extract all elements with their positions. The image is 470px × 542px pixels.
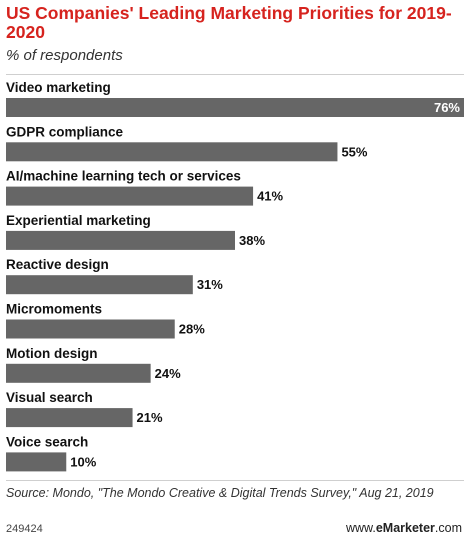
bar bbox=[6, 452, 67, 472]
bar bbox=[6, 319, 175, 339]
bar bbox=[6, 408, 133, 428]
value-label: 31% bbox=[197, 277, 223, 292]
category-label: Visual search bbox=[6, 390, 93, 405]
category-label: GDPR compliance bbox=[6, 124, 124, 139]
category-label: Video marketing bbox=[6, 80, 111, 95]
value-label: 10% bbox=[70, 454, 96, 469]
source-note: Source: Mondo, "The Mondo Creative & Dig… bbox=[6, 486, 434, 500]
category-label: Reactive design bbox=[6, 257, 109, 272]
bar bbox=[6, 275, 193, 295]
value-label: 55% bbox=[341, 144, 367, 159]
bar bbox=[6, 98, 464, 117]
value-label: 28% bbox=[179, 322, 205, 337]
value-label: 38% bbox=[239, 233, 265, 248]
category-label: Micromoments bbox=[6, 302, 102, 317]
bar bbox=[6, 186, 254, 206]
brand-suffix: .com bbox=[434, 521, 462, 535]
category-label: Voice search bbox=[6, 434, 88, 449]
bar bbox=[6, 363, 151, 383]
brand-prefix: www. bbox=[345, 521, 376, 535]
category-label: AI/machine learning tech or services bbox=[6, 169, 241, 184]
value-label: 21% bbox=[137, 410, 163, 425]
top-divider bbox=[6, 74, 464, 75]
bar bbox=[6, 230, 235, 250]
value-label: 41% bbox=[257, 189, 283, 204]
bar-chart: Video marketing 76% GDPR compliance 55% AI/m… bbox=[6, 80, 464, 472]
brand-logo: www.eMarketer.com bbox=[346, 521, 462, 535]
category-label: Experiential marketing bbox=[6, 213, 151, 228]
chart-subtitle: % of respondents bbox=[6, 47, 123, 64]
bottom-divider bbox=[6, 480, 464, 481]
value-label: 76% bbox=[434, 100, 460, 115]
bar bbox=[6, 142, 338, 162]
chart-title: US Companies' Leading Marketing Prioriti… bbox=[6, 3, 452, 42]
brand-name: eMarketer bbox=[375, 521, 435, 535]
value-label: 24% bbox=[155, 366, 181, 381]
chart-id: 249424 bbox=[6, 523, 43, 535]
category-label: Motion design bbox=[6, 346, 98, 361]
